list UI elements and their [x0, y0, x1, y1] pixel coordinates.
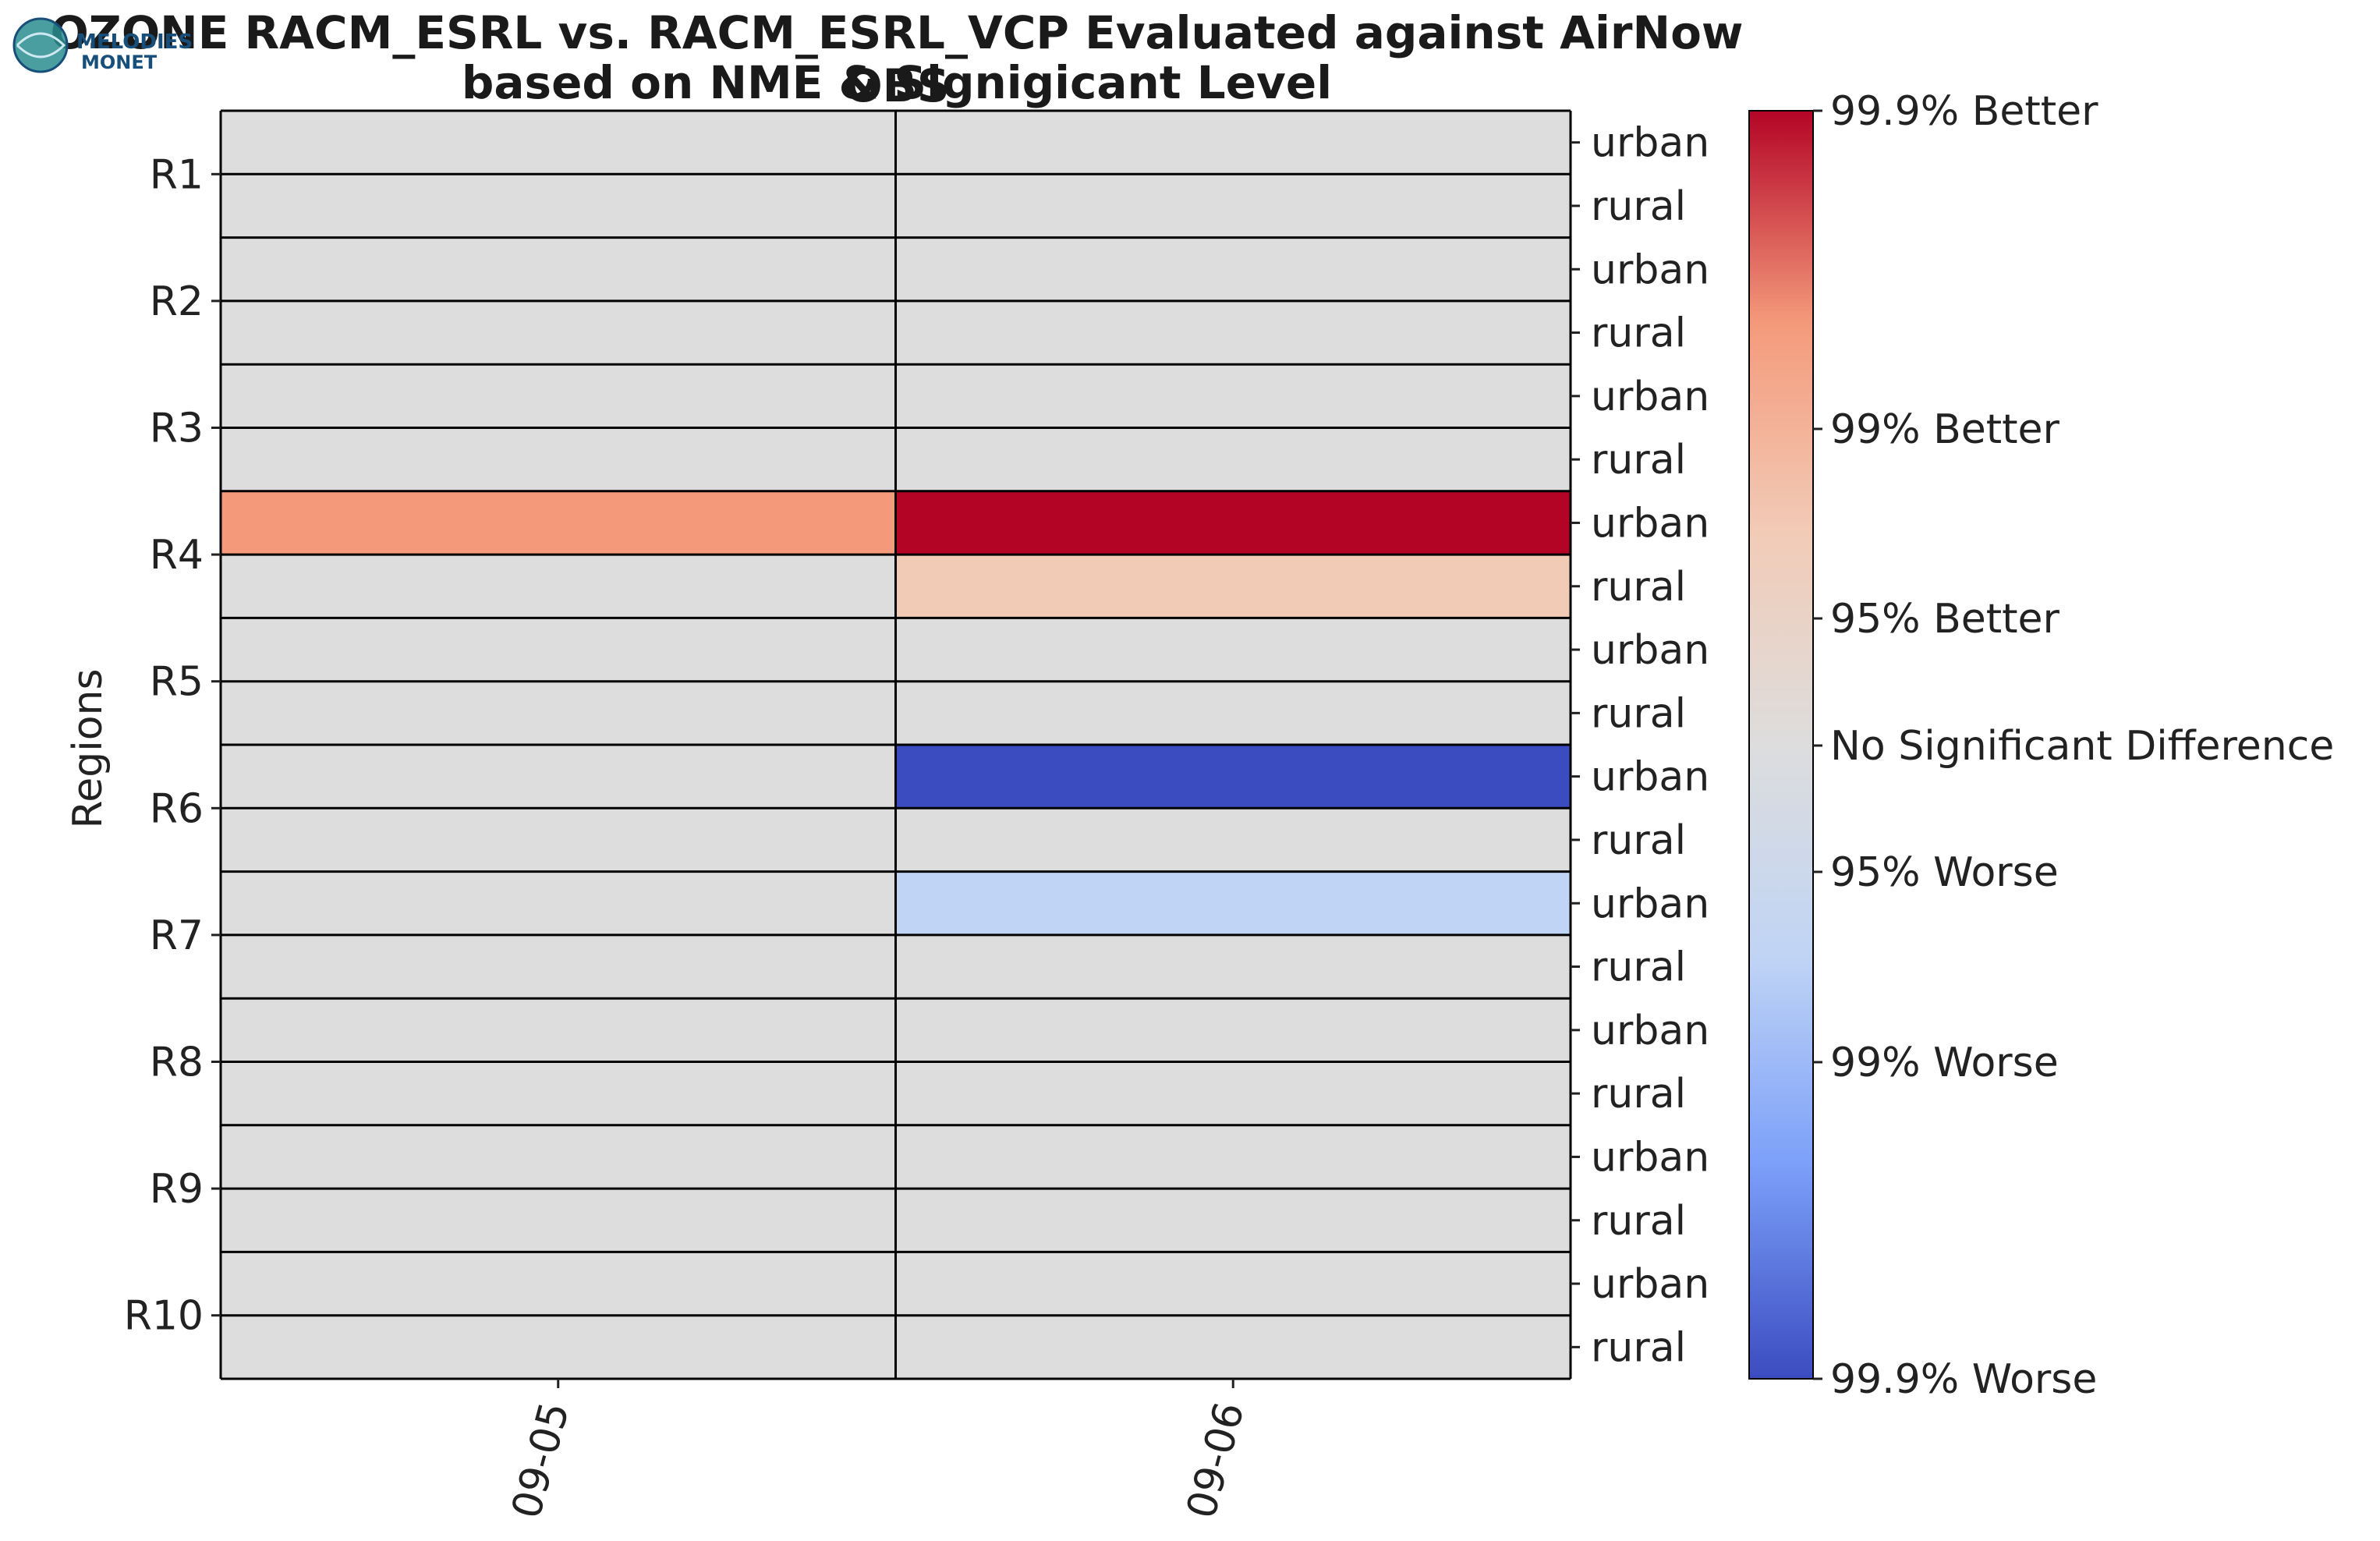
colorbar: 99.9% Better 99% Better 95% Better No Signi…	[1748, 88, 2334, 1403]
logo-text-1: MELODIES	[76, 30, 193, 54]
chart-title: OZONE RACM_ESRL vs. RACM_ESRL_VCP Evalua…	[50, 6, 1744, 112]
heatmap-cell	[895, 998, 1571, 1062]
region-tick-label: R4	[150, 532, 204, 579]
heatmap-cell	[221, 364, 896, 428]
heatmap-cells	[221, 111, 1571, 1379]
heatmap-cell	[895, 1189, 1571, 1252]
heatmap-cell	[895, 871, 1571, 935]
heatmap-cell	[895, 1252, 1571, 1316]
heatmap-cell	[895, 174, 1571, 238]
row-tick-label: urban	[1591, 246, 1709, 293]
heatmap-cell	[895, 1061, 1571, 1125]
heatmap-cell	[895, 111, 1571, 175]
row-tick-label: urban	[1591, 500, 1709, 547]
heatmap-cell	[221, 618, 896, 682]
heatmap-cell	[221, 1189, 896, 1252]
region-tick-label: R9	[150, 1166, 204, 1213]
row-tick-label: urban	[1591, 120, 1709, 167]
chart-subtitle: based on NME & Signigicant Level	[461, 56, 1333, 109]
heatmap-gridlines	[219, 109, 1572, 1380]
heatmap-cell	[895, 618, 1571, 682]
region-tick-label: R8	[150, 1040, 204, 1086]
heatmap-cell	[221, 300, 896, 365]
row-tick-label: rural	[1591, 1198, 1686, 1245]
region-tick-label: R3	[150, 406, 204, 452]
heatmap-cell	[221, 934, 896, 999]
heatmap-cell	[895, 808, 1571, 872]
heatmap-cell	[895, 364, 1571, 428]
row-tick-label: rural	[1591, 1071, 1686, 1118]
region-tick-label: R2	[150, 278, 204, 325]
heatmap-cell	[221, 681, 896, 745]
heatmap-cell	[895, 745, 1571, 809]
row-tick-label: urban	[1591, 1008, 1709, 1054]
row-tick-label: rural	[1591, 817, 1686, 864]
row-tick-label: rural	[1591, 437, 1686, 484]
region-tick-label: R10	[124, 1293, 204, 1340]
row-tick-label: urban	[1591, 374, 1709, 420]
colorbar-tick-label: 99.9% Worse	[1830, 1356, 2097, 1403]
heatmap-cell	[221, 1125, 896, 1189]
row-tick-label: urban	[1591, 754, 1709, 801]
heatmap-cell	[221, 1315, 896, 1379]
row-tick-label: urban	[1591, 1261, 1709, 1308]
heatmap-cell	[221, 745, 896, 809]
colorbar-tick-label: 99.9% Better	[1830, 88, 2098, 135]
heatmap-cell	[221, 111, 896, 175]
heatmap-cell	[895, 1125, 1571, 1189]
row-tick-label: urban	[1591, 627, 1709, 674]
logo-text-2: MONET	[81, 51, 158, 73]
y-axis-label: Regions	[65, 668, 112, 828]
heatmap-cell	[221, 1252, 896, 1316]
x-tick-label: 09-05	[503, 1398, 579, 1523]
heatmap-cell	[221, 871, 896, 935]
colorbar-tick-label: 99% Worse	[1830, 1040, 2059, 1086]
heatmap-cell	[221, 237, 896, 301]
heatmap-cell	[895, 491, 1571, 555]
melodies-monet-logo: MELODIES MONET	[12, 17, 193, 73]
region-tick-label: R6	[150, 785, 204, 832]
colorbar-tick-label: 95% Better	[1830, 596, 2060, 643]
heatmap-cell	[895, 237, 1571, 301]
region-tick-label: R1	[150, 151, 204, 198]
row-tick-label: rural	[1591, 1324, 1686, 1371]
heatmap-cell	[221, 554, 896, 618]
heatmap-cell	[895, 554, 1571, 618]
row-tick-label: rural	[1591, 183, 1686, 230]
heatmap-cell	[895, 427, 1571, 491]
heatmap-cell	[895, 934, 1571, 999]
region-tick-label: R7	[150, 912, 204, 959]
colorbar-tick-label: 95% Worse	[1830, 849, 2059, 896]
colorbar-bar	[1748, 110, 1814, 1380]
heatmap-cell	[221, 174, 896, 238]
row-tick-label: rural	[1591, 944, 1686, 991]
heatmap-cell	[221, 808, 896, 872]
row-tick-label: rural	[1591, 310, 1686, 357]
colorbar-tick-label: 99% Better	[1830, 406, 2060, 453]
heatmap-cell	[221, 491, 896, 555]
heatmap-cell	[895, 1315, 1571, 1379]
row-tick-label: urban	[1591, 880, 1709, 927]
row-tick-label: rural	[1591, 690, 1686, 737]
row-tick-label: rural	[1591, 564, 1686, 611]
heatmap-cell	[895, 681, 1571, 745]
heatmap-cell	[221, 1061, 896, 1125]
heatmap-cell	[895, 300, 1571, 365]
colorbar-tick-label: No Significant Difference	[1830, 723, 2334, 770]
heatmap-cell	[221, 998, 896, 1062]
x-tick-label: 09-06	[1178, 1398, 1254, 1523]
region-tick-label: R5	[150, 659, 204, 706]
heatmap-cell	[221, 427, 896, 491]
row-tick-label: urban	[1591, 1134, 1709, 1181]
